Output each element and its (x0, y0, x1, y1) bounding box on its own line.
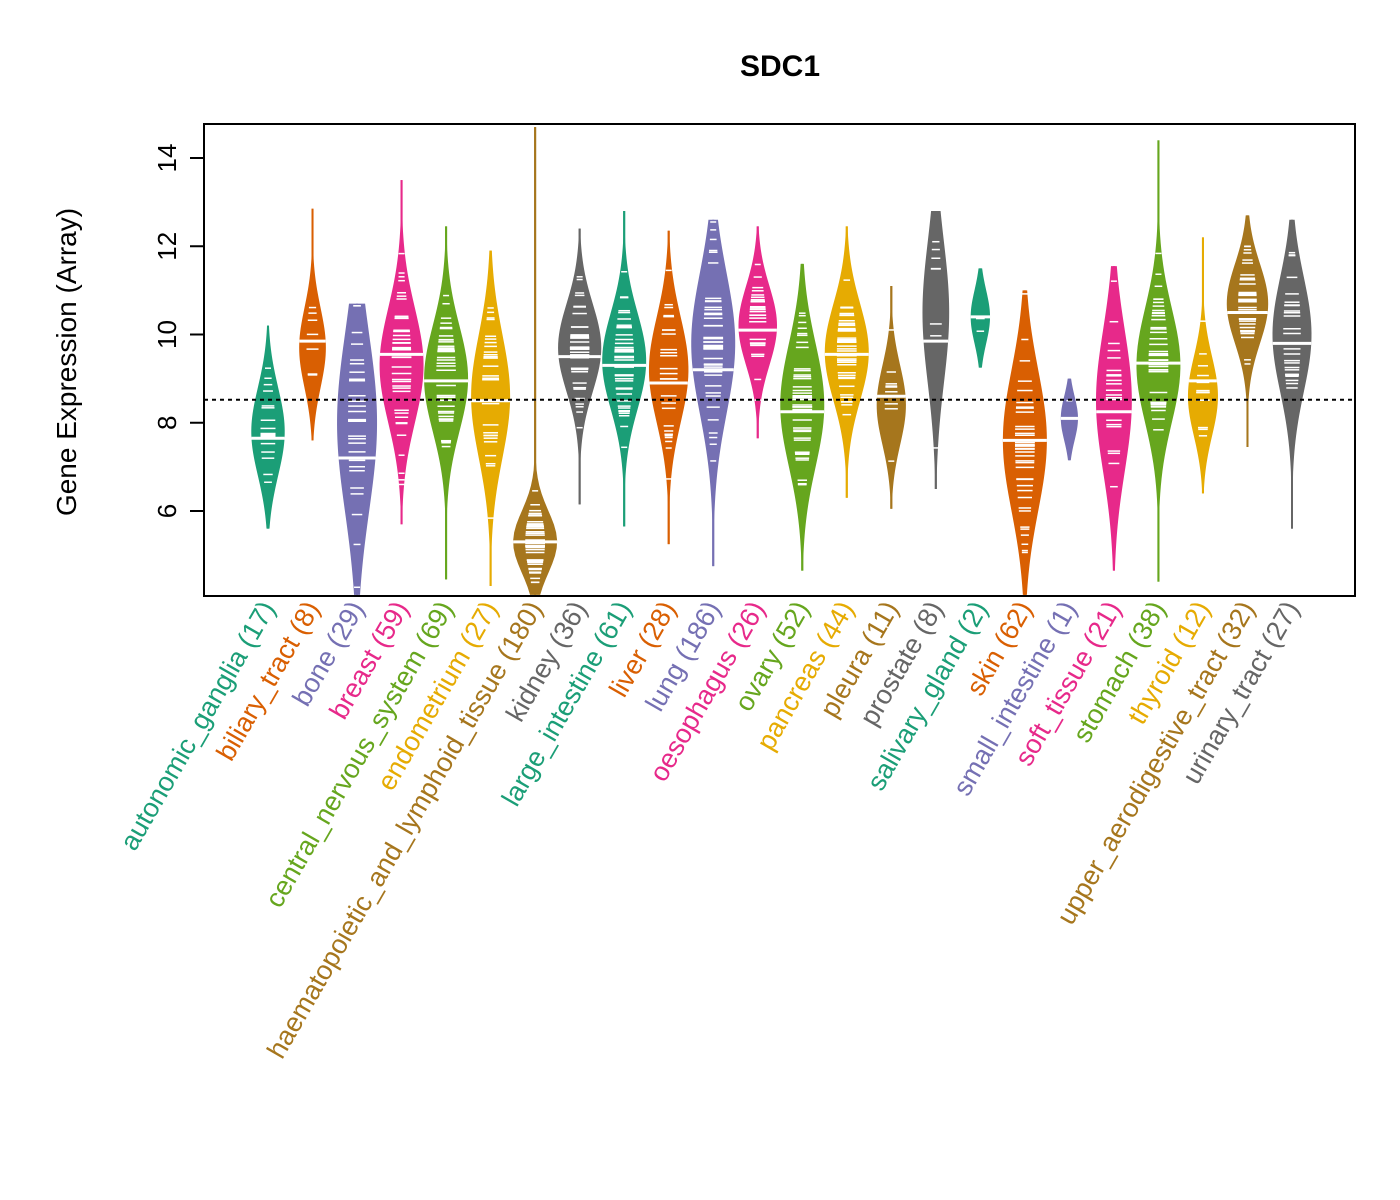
violin-thyroid (1187, 237, 1218, 494)
violin-body (471, 250, 511, 587)
violin-pancreas (824, 226, 869, 498)
violin-haematopoietic-and-lymphoid-tissue (513, 127, 558, 595)
violin-skin (1002, 290, 1047, 595)
violin-liver (648, 230, 689, 545)
y-axis-label: Gene Expression (Array) (51, 208, 82, 516)
violin-body (379, 180, 424, 525)
violin-central-nervous-system (424, 226, 469, 580)
y-tick-label: 10 (152, 320, 182, 349)
violin-body (648, 230, 689, 545)
violin-autonomic-ganglia (251, 325, 285, 529)
y-tick-label: 6 (152, 504, 182, 518)
violin-biliary-tract (299, 208, 326, 441)
violin-breast (379, 180, 424, 525)
violin-lung (691, 219, 736, 567)
violin-body (922, 210, 950, 489)
violin-small-intestine (1060, 378, 1078, 461)
x-axis-labels: autonomic_ganglia (17)biliary_tract (8)b… (114, 596, 1305, 1063)
violin-pleura (876, 285, 906, 509)
y-axis: 6 8 10 12 14 (152, 144, 204, 518)
violin-body (780, 263, 825, 571)
plot-frame (203, 123, 1356, 597)
violin-large-intestine (602, 210, 647, 527)
y-tick-label: 8 (152, 416, 182, 430)
violin-upper-aerodigestive-tract (1226, 215, 1269, 448)
violin-body (251, 325, 285, 529)
violin-prostate (922, 210, 950, 489)
violin-soft-tissue (1096, 266, 1132, 571)
violin-endometrium (471, 250, 511, 587)
violin-body (299, 208, 326, 441)
violin-body (1096, 266, 1132, 571)
violin-ovary (780, 263, 825, 571)
violin-oesophagus (738, 226, 777, 439)
y-tick-label: 14 (152, 144, 182, 173)
violin-body (337, 303, 378, 595)
chart-title: SDC1 (740, 50, 820, 83)
violin-stomach (1136, 140, 1181, 582)
violin-body (602, 210, 647, 527)
violin-kidney (558, 228, 602, 505)
violin-body (738, 226, 777, 439)
violin-body (1136, 140, 1181, 582)
y-tick-label: 12 (152, 232, 182, 261)
violin-urinary-tract (1272, 219, 1312, 529)
violin-body (558, 228, 602, 505)
violins-layer (251, 127, 1312, 595)
violin-body (513, 127, 558, 595)
violin-salivary-gland (970, 268, 991, 368)
violin-body (424, 226, 469, 580)
violin-bone (337, 303, 378, 595)
